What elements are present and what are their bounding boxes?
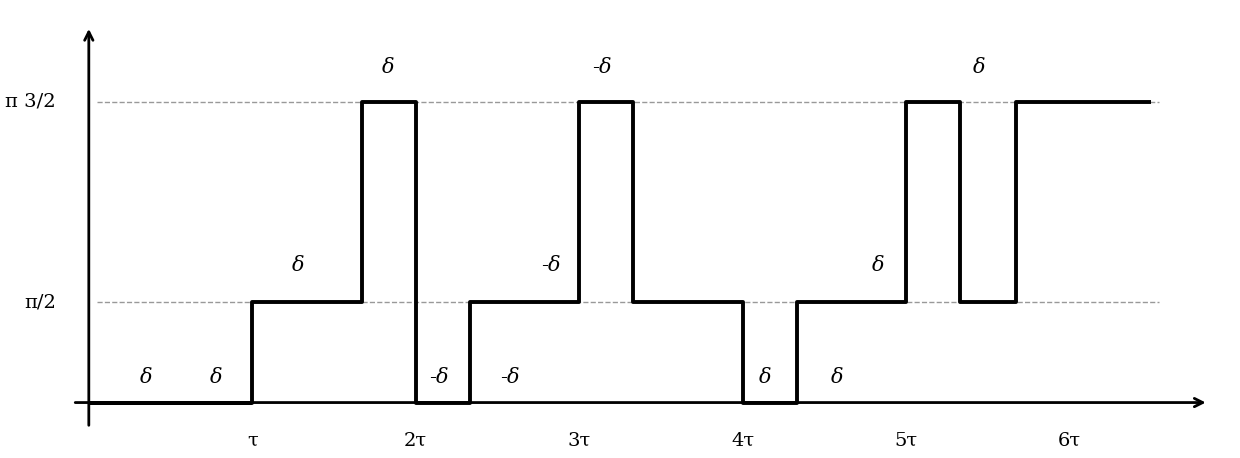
Text: τ: τ: [247, 431, 258, 449]
Text: -δ: -δ: [542, 256, 562, 275]
Text: δ: δ: [831, 368, 843, 387]
Text: 3τ: 3τ: [568, 431, 590, 449]
Text: -δ: -δ: [501, 368, 521, 387]
Text: 5τ: 5τ: [894, 431, 918, 449]
Text: δ: δ: [872, 256, 884, 275]
Text: 2τ: 2τ: [404, 431, 428, 449]
Text: π 3/2: π 3/2: [5, 93, 56, 111]
Text: δ: δ: [140, 368, 153, 387]
Text: δ: δ: [382, 58, 394, 77]
Text: δ: δ: [973, 58, 986, 77]
Text: -δ: -δ: [429, 368, 449, 387]
Text: -δ: -δ: [593, 58, 611, 77]
Text: π/2: π/2: [25, 293, 56, 311]
Text: 4τ: 4τ: [732, 431, 754, 449]
Text: 6τ: 6τ: [1058, 431, 1081, 449]
Text: δ: δ: [759, 368, 771, 387]
Text: δ: δ: [291, 256, 304, 275]
Text: δ: δ: [210, 368, 223, 387]
